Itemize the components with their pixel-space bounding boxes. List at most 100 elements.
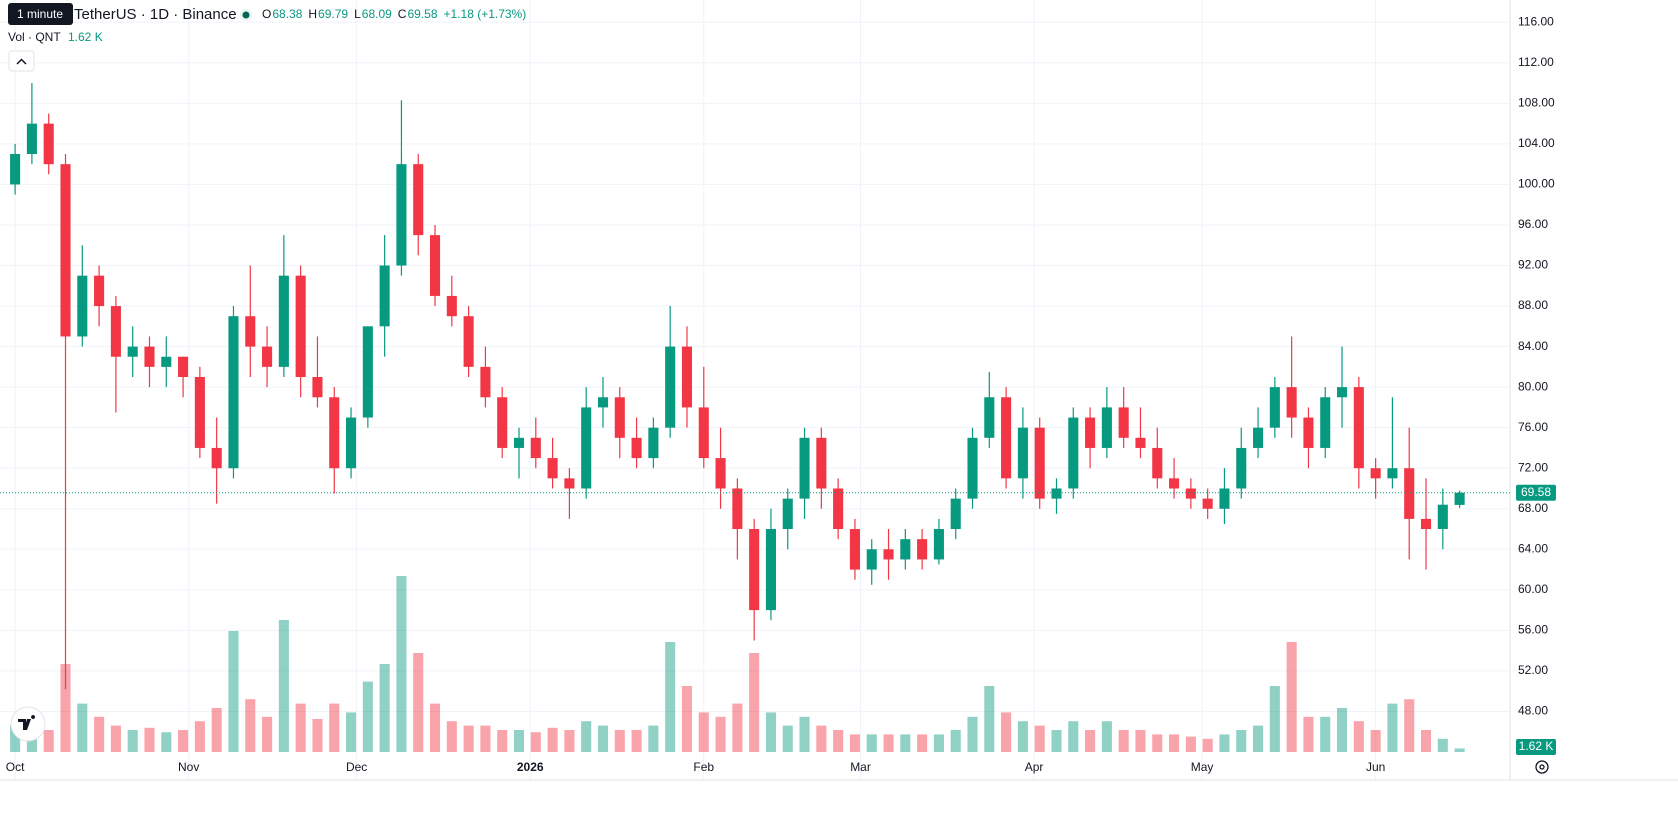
candle-body	[547, 458, 558, 479]
candle-body	[631, 437, 642, 459]
candle-body	[379, 265, 390, 327]
y-tick-label: 60.00	[1518, 582, 1548, 596]
ohlc-value: 68.38	[272, 7, 302, 21]
x-tick-label: Nov	[178, 760, 199, 774]
y-tick-label: 92.00	[1518, 258, 1548, 272]
volume-bar	[631, 730, 642, 752]
candle-body	[43, 123, 54, 165]
volume-bar	[194, 721, 205, 752]
candle-body	[312, 377, 323, 398]
candle-body	[144, 346, 155, 367]
volume-bar	[413, 653, 424, 752]
volume-bar	[933, 734, 944, 752]
volume-bar	[1320, 716, 1331, 752]
candle-body	[1034, 427, 1045, 499]
candle-body	[950, 498, 961, 530]
candle-body	[900, 539, 911, 560]
ohlc-value: 68.09	[362, 7, 392, 21]
volume-bar	[749, 653, 760, 752]
x-tick-label: Mar	[850, 760, 871, 774]
volume-bar	[1437, 738, 1448, 752]
candle-body	[1051, 488, 1062, 499]
candle-body	[799, 437, 810, 499]
candle-body	[346, 417, 357, 469]
candle-body	[1286, 387, 1297, 418]
candle-body	[1169, 478, 1180, 489]
collapse-button[interactable]	[8, 50, 35, 72]
y-tick-label: 52.00	[1518, 663, 1548, 677]
symbol-title[interactable]: TetherUS · 1D · Binance	[74, 6, 237, 23]
candle-body	[1001, 397, 1012, 479]
candle-body	[1404, 468, 1415, 519]
volume-bar	[161, 732, 172, 752]
volume-bar	[648, 725, 659, 752]
volume-bar	[1303, 716, 1314, 752]
y-tick-label: 48.00	[1518, 704, 1548, 718]
volume-bar	[463, 725, 474, 752]
volume-bar	[1353, 721, 1364, 752]
volume-bar	[849, 734, 860, 752]
candle-body	[278, 275, 289, 367]
candle-body	[413, 164, 424, 236]
ohlc-key: H	[308, 7, 317, 21]
volume-bar	[715, 716, 726, 752]
y-tick-label: 68.00	[1518, 501, 1548, 515]
y-tick-label: 56.00	[1518, 623, 1548, 637]
candle-body	[765, 529, 776, 611]
candle-body	[833, 488, 844, 530]
volume-bar	[446, 721, 457, 752]
volume-bar	[1202, 738, 1213, 752]
volume-bar	[513, 730, 525, 752]
y-tick-label: 80.00	[1518, 379, 1548, 393]
candle-body	[26, 123, 37, 155]
volume-bar	[262, 716, 273, 752]
y-tick-label: 88.00	[1518, 298, 1548, 312]
volume-bar	[1034, 725, 1045, 752]
candle-body	[110, 306, 121, 357]
candle-body	[1219, 488, 1230, 509]
volume-bar	[429, 703, 441, 752]
volume-bar	[144, 727, 155, 752]
candle-body	[1068, 417, 1079, 489]
y-tick-label: 108.00	[1518, 96, 1555, 110]
candle-body	[1320, 397, 1331, 448]
y-tick-label: 104.00	[1518, 136, 1555, 150]
candle-body	[262, 346, 273, 367]
candle-body	[849, 529, 860, 570]
candle-body	[698, 407, 709, 459]
volume-bar	[60, 664, 71, 752]
candle-body	[362, 326, 373, 418]
volume-bar	[110, 725, 121, 752]
volume-bar	[967, 716, 978, 752]
volume-bar	[312, 719, 323, 752]
candle-body	[329, 397, 340, 469]
candle-body	[984, 397, 995, 438]
candle-body	[1353, 387, 1364, 469]
volume-bar	[698, 712, 709, 752]
candle-body	[749, 529, 760, 611]
volume-bar	[1101, 721, 1112, 752]
y-tick-label: 76.00	[1518, 420, 1548, 434]
volume-bar	[1152, 734, 1163, 752]
candle-body	[161, 356, 172, 367]
volume-bar	[480, 725, 491, 752]
candle-body	[1303, 417, 1314, 448]
settings-icon[interactable]	[1535, 760, 1549, 774]
volume-bar	[833, 730, 844, 752]
last-price-badge	[1516, 484, 1556, 501]
y-tick-label: 72.00	[1518, 460, 1548, 474]
ohlc-value: 69.58	[407, 7, 437, 21]
volume-bar	[782, 725, 793, 752]
last-price-label: 69.58	[1521, 485, 1551, 499]
volume-bar	[1185, 736, 1196, 752]
ohlc-key: C	[398, 7, 407, 21]
volume-bar	[396, 576, 407, 752]
volume-bar	[950, 730, 961, 752]
volume-bar	[799, 716, 810, 752]
candle-body	[1269, 387, 1280, 428]
volume-bar	[43, 730, 54, 752]
volume-bar	[1269, 686, 1280, 752]
candle-body	[480, 366, 491, 398]
volume-bar	[1286, 642, 1297, 752]
